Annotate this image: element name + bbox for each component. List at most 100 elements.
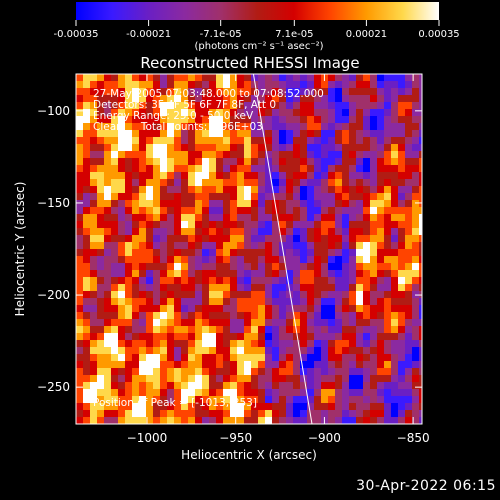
heatmap-pixel <box>384 186 392 194</box>
heatmap-pixel <box>377 263 385 271</box>
heatmap-pixel <box>391 186 399 194</box>
heatmap-pixel <box>104 200 112 208</box>
heatmap-pixel <box>223 95 231 103</box>
heatmap-pixel <box>300 179 308 187</box>
heatmap-pixel <box>181 109 189 117</box>
heatmap-pixel <box>230 151 238 159</box>
heatmap-pixel <box>272 340 280 348</box>
heatmap-pixel <box>223 354 231 362</box>
heatmap-pixel <box>321 410 329 418</box>
heatmap-pixel <box>153 207 161 215</box>
heatmap-pixel <box>188 382 196 390</box>
heatmap-pixel <box>356 151 364 159</box>
heatmap-pixel <box>118 123 126 131</box>
heatmap-pixel <box>244 95 252 103</box>
heatmap-pixel <box>181 186 189 194</box>
heatmap-pixel <box>293 165 301 173</box>
heatmap-pixel <box>90 256 98 264</box>
heatmap-pixel <box>307 396 315 404</box>
heatmap-pixel <box>132 242 140 250</box>
heatmap-pixel <box>118 200 126 208</box>
heatmap-pixel <box>146 179 154 187</box>
heatmap-pixel <box>349 375 357 383</box>
heatmap-pixel <box>363 74 371 82</box>
heatmap-pixel <box>328 368 336 376</box>
heatmap-pixel <box>279 95 287 103</box>
heatmap-pixel <box>265 158 273 166</box>
heatmap-pixel <box>293 193 301 201</box>
heatmap-pixel <box>202 151 210 159</box>
heatmap-pixel <box>230 375 238 383</box>
heatmap-pixel <box>391 284 399 292</box>
heatmap-pixel <box>104 193 112 201</box>
heatmap-pixel <box>202 389 210 397</box>
heatmap-pixel <box>405 221 413 229</box>
heatmap-pixel <box>230 214 238 222</box>
heatmap-pixel <box>419 151 422 159</box>
heatmap-pixel <box>384 305 392 313</box>
heatmap-pixel <box>251 137 259 145</box>
heatmap-pixel <box>349 263 357 271</box>
heatmap-pixel <box>335 179 343 187</box>
heatmap-pixel <box>209 256 217 264</box>
heatmap-pixel <box>223 200 231 208</box>
heatmap-pixel <box>272 361 280 369</box>
heatmap-pixel <box>230 193 238 201</box>
heatmap-pixel <box>181 74 189 82</box>
heatmap-pixel <box>398 298 406 306</box>
heatmap-pixel <box>132 158 140 166</box>
heatmap-pixel <box>391 158 399 166</box>
heatmap-pixel <box>237 389 245 397</box>
heatmap-pixel <box>300 158 308 166</box>
heatmap-pixel <box>384 270 392 278</box>
heatmap-pixel <box>314 284 322 292</box>
heatmap-pixel <box>258 102 266 110</box>
heatmap-pixel <box>307 221 315 229</box>
heatmap-pixel <box>342 417 350 424</box>
heatmap-pixel <box>286 403 294 411</box>
heatmap-pixel <box>370 130 378 138</box>
heatmap-pixel <box>279 256 287 264</box>
heatmap-pixel <box>265 361 273 369</box>
heatmap-pixel <box>258 277 266 285</box>
heatmap-pixel <box>258 144 266 152</box>
heatmap-pixel <box>90 263 98 271</box>
heatmap-pixel <box>328 382 336 390</box>
heatmap-pixel <box>314 130 322 138</box>
heatmap-pixel <box>76 354 84 362</box>
heatmap-pixel <box>216 116 224 124</box>
heatmap-pixel <box>209 137 217 145</box>
heatmap-pixel <box>300 277 308 285</box>
heatmap-pixel <box>76 242 84 250</box>
heatmap-pixel <box>132 312 140 320</box>
heatmap-pixel <box>181 123 189 131</box>
heatmap-pixel <box>279 151 287 159</box>
heatmap-pixel <box>174 326 182 334</box>
heatmap-pixel <box>125 396 133 404</box>
heatmap-pixel <box>104 417 112 424</box>
heatmap-pixel <box>174 312 182 320</box>
heatmap-pixel <box>202 354 210 362</box>
heatmap-pixel <box>279 277 287 285</box>
heatmap-pixel <box>377 249 385 257</box>
heatmap-pixel <box>230 417 238 424</box>
heatmap-pixel <box>139 354 147 362</box>
heatmap-pixel <box>377 165 385 173</box>
heatmap-pixel <box>335 347 343 355</box>
heatmap-pixel <box>272 305 280 313</box>
heatmap-pixel <box>370 88 378 96</box>
heatmap-pixel <box>125 193 133 201</box>
heatmap-pixel <box>321 200 329 208</box>
heatmap-pixel <box>293 172 301 180</box>
heatmap-pixel <box>293 347 301 355</box>
heatmap-pixel <box>258 172 266 180</box>
heatmap-pixel <box>146 235 154 243</box>
heatmap-pixel <box>244 312 252 320</box>
heatmap-pixel <box>188 277 196 285</box>
heatmap-pixel <box>412 200 420 208</box>
heatmap-pixel <box>377 207 385 215</box>
heatmap-pixel <box>153 340 161 348</box>
heatmap-pixel <box>216 242 224 250</box>
heatmap-pixel <box>111 256 119 264</box>
heatmap-pixel <box>160 375 168 383</box>
